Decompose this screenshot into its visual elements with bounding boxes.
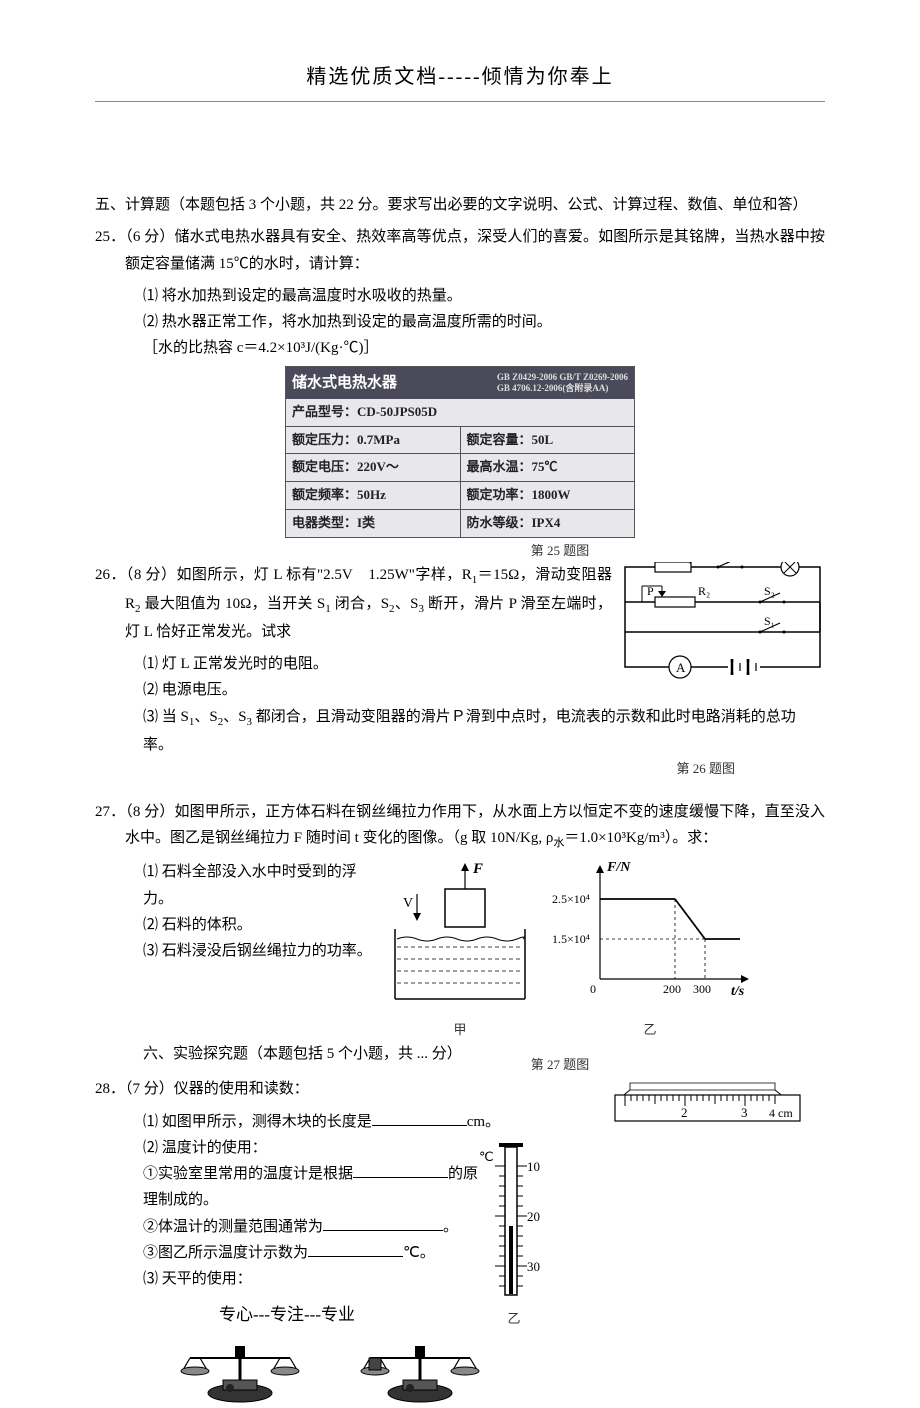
q25-prefix: 25．（6 分）: [95, 229, 175, 245]
nameplate-r1c1: 最高水温：75℃: [461, 454, 635, 481]
q28-p2-1: ①实验室里常用的温度计是根据的原理制成的。: [95, 1161, 825, 1214]
ruler-3: 3: [741, 1105, 748, 1120]
nameplate-r2c1: 额定功率：1800W: [461, 482, 635, 509]
q28-p1b: cm。: [467, 1114, 500, 1130]
thermo-unit: ℃: [479, 1149, 494, 1164]
q27-y1: 2.5×10⁴: [552, 892, 590, 906]
label-R2: R₂: [698, 584, 710, 598]
q27-ylabel: F/N: [606, 860, 631, 875]
q28-p1a: ⑴ 如图甲所示，测得木块的长度是: [143, 1114, 372, 1130]
header-watermark: 精选优质文档-----倾情为你奉上: [95, 60, 825, 95]
q27-p2: ⑵ 石料的体积。: [95, 912, 375, 938]
blank-4: [308, 1240, 403, 1257]
q28-thermometer: ℃ 10 20 30: [479, 1141, 549, 1301]
q26-p3: ⑶ 当 S1、S2、S3 都闭合，且滑动变阻器的滑片Ｐ滑到中点时，电流表的示数和…: [95, 704, 825, 759]
q28-p22a: ②体温计的测量范围通常为: [143, 1219, 323, 1235]
q26-caption: 第 26 题图: [95, 758, 825, 781]
label-S1: S₁: [764, 614, 775, 628]
thermo-30: 30: [527, 1259, 540, 1274]
q25-p2: ⑵ 热水器正常工作，将水加热到设定的最高温度所需的时间。: [95, 309, 825, 335]
blank-3: [323, 1214, 443, 1231]
q27-cap-b: 乙: [545, 1019, 755, 1042]
balance-2: [355, 1338, 485, 1408]
label-S3: S₃: [720, 562, 731, 563]
q28-ruler: 2 3 4 cm: [605, 1080, 805, 1126]
q27-sub-water: 水: [553, 837, 564, 849]
q25-p3: ［水的比热容 c＝4.2×10³J/(Kg·℃)］: [95, 335, 825, 361]
ruler-2: 2: [681, 1105, 688, 1120]
q28-p21a: ①实验室里常用的温度计是根据: [143, 1166, 353, 1182]
nameplate-r3c1: 防水等级：IPX4: [461, 510, 635, 537]
q26-p3-a: ⑶ 当 S: [143, 709, 189, 725]
q27-fig-a: F V: [375, 859, 545, 1009]
blank-1: [372, 1109, 467, 1126]
q27-y2: 1.5×10⁴: [552, 932, 590, 946]
nameplate-r1c0: 额定电压：220V～: [286, 454, 461, 481]
q28-p2: ⑵ 温度计的使用：: [95, 1135, 825, 1161]
nameplate-r0c0: 额定压力：0.7MPa: [286, 427, 461, 454]
nameplate-r0c1: 额定容量：50L: [461, 427, 635, 454]
q26-text-c: 最大阻值为 10Ω，当开关 S: [141, 596, 326, 612]
section5-title: 五、计算题（本题包括 3 个小题，共 22 分。要求写出必要的文字说明、公式、计…: [95, 192, 825, 218]
label-R1: R₁: [680, 562, 692, 564]
thermo-10: 10: [527, 1159, 540, 1174]
nameplate-r2c0: 额定频率：50Hz: [286, 482, 461, 509]
q27-zero: 0: [590, 982, 596, 996]
q27-prefix: 27．（8 分）: [95, 804, 175, 820]
q26-prefix: 26．（8 分）: [95, 567, 176, 583]
q27: 27．（8 分）如图甲所示，正方体石料在钢丝绳拉力作用下，从水面上方以恒定不变的…: [95, 799, 825, 854]
label-P: P: [647, 584, 654, 598]
q26-p3-b: 、S: [194, 709, 217, 725]
q25-caption: 第 25 题图: [295, 540, 825, 563]
q27-x1: 200: [663, 982, 681, 996]
q27-fig-b: F/N t/s 2.5×10⁴ 1.5×10⁴ 0 200 300: [545, 859, 755, 1009]
balance-1: [175, 1338, 305, 1408]
nameplate-r3c0: 电器类型：I类: [286, 510, 461, 537]
q26-text-d: 闭合，S: [331, 596, 389, 612]
nameplate-std2: GB 4706.12-2006(含附录AA): [497, 383, 609, 393]
header-rule: [95, 101, 825, 102]
q25: 25．（6 分）储水式电热水器具有安全、热效率高等优点，深受人们的喜爱。如图所示…: [95, 224, 825, 277]
q28-cap-b: 乙: [479, 1308, 549, 1331]
q26-p3-c: 、S: [223, 709, 246, 725]
q27-xlabel: t/s: [731, 984, 745, 999]
q28-p22b: 。: [443, 1219, 458, 1235]
nameplate-standards: GB Z0429-2006 GB/T Z0269-2006 GB 4706.12…: [497, 372, 628, 394]
q27-x2: 300: [693, 982, 711, 996]
balance-scales: [95, 1338, 825, 1408]
q26-circuit-diagram: R₁ S₃ L P R₂ S₂ S₁ A: [620, 562, 825, 682]
q26-text-e: 、S: [395, 596, 419, 612]
q27-label-F: F: [472, 861, 483, 877]
q25-p1: ⑴ 将水加热到设定的最高温度时水吸收的热量。: [95, 283, 825, 309]
q28-p23a: ③图乙所示温度计示数为: [143, 1245, 308, 1261]
q28-p2-2: ②体温计的测量范围通常为 。: [95, 1214, 825, 1240]
q25-text: 储水式电热水器具有安全、热效率高等优点，深受人们的喜爱。如图所示是其铭牌，当热水…: [125, 229, 825, 271]
q26-text-a: 如图所示，灯 L 标有"2.5V 1.25W"字样，R: [176, 567, 471, 583]
nameplate-model: 产品型号：CD-50JPS05D: [286, 399, 634, 426]
footer-watermark: 专心---专注---专业: [95, 1300, 825, 1330]
q28-p2-3: ③图乙所示温度计示数为 ℃。: [95, 1240, 825, 1266]
q27-p1: ⑴ 石料全部没入水中时受到的浮力。: [95, 859, 375, 912]
nameplate: 储水式电热水器 GB Z0429-2006 GB/T Z0269-2006 GB…: [285, 366, 635, 538]
q27-label-V: V: [403, 896, 413, 911]
q28-p3: ⑶ 天平的使用：: [95, 1266, 825, 1292]
label-L: L: [802, 562, 809, 564]
thermo-20: 20: [527, 1209, 540, 1224]
nameplate-title-text: 储水式电热水器: [292, 370, 397, 396]
q27-text-b: ＝1.0×10³Kg/m³）。求：: [564, 830, 717, 846]
q28-p23b: ℃。: [403, 1245, 435, 1261]
ruler-4: 4 cm: [769, 1106, 793, 1120]
label-A: A: [676, 660, 686, 675]
nameplate-std1: GB Z0429-2006 GB/T Z0269-2006: [497, 372, 628, 382]
blank-2: [353, 1162, 448, 1179]
q27-cap-a: 甲: [375, 1019, 545, 1042]
q27-text-a: 如图甲所示，正方体石料在钢丝绳拉力作用下，从水面上方以恒定不变的速度缓慢下降，直…: [125, 804, 825, 846]
q27-p3: ⑶ 石料浸没后钢丝绳拉力的功率。: [95, 938, 375, 964]
label-S2: S₂: [764, 584, 775, 598]
